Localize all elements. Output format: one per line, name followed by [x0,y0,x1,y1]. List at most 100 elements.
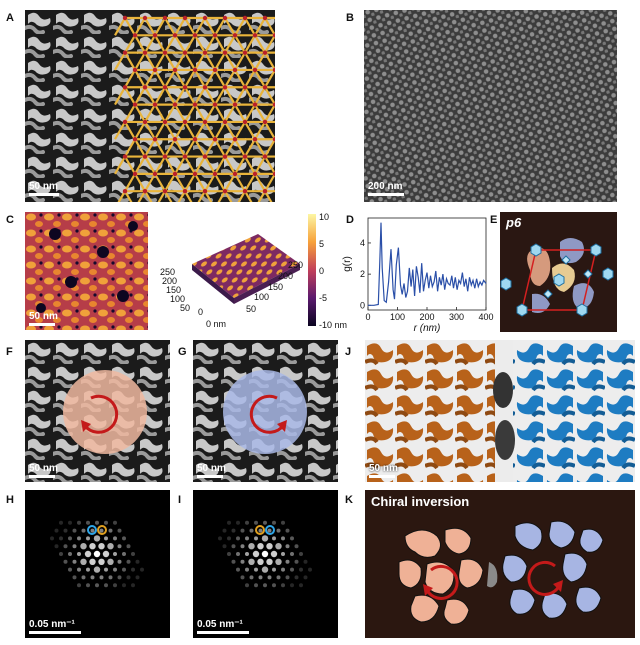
kagome-node [182,119,188,125]
kagome-node [202,189,208,194]
fft-spot [68,520,72,525]
fft-spot [245,552,249,556]
panel-b-sem-image: 200 nm [364,10,617,202]
x-tick-label: 200 [419,312,434,322]
kagome-node [252,67,258,73]
symmetry-group-title: p6 [506,215,522,230]
fft-spot [272,520,276,525]
kagome-node [122,15,128,21]
fft-spot [99,575,104,580]
fft-spot [261,535,269,542]
fft-spot [266,543,273,550]
fft-spot [81,528,86,533]
panel-i-fft-pattern: 0.05 nm⁻¹ [193,490,338,638]
fft-spot [275,543,282,550]
kagome-node [142,85,148,90]
kagome-node [202,50,208,55]
kagome-node [142,15,148,21]
panel-label-k: K [345,494,353,506]
panel-k-chiral-inversion-diagram: Chiral inversion [365,490,635,638]
fft-spot [236,552,240,556]
kagome-node [132,102,138,107]
kagome-node [122,154,128,159]
kagome-lines [114,16,275,202]
scalebar-h: 0.05 nm⁻¹ [29,619,81,634]
fft-spot [272,536,276,541]
surface-x-tick: 150 [268,282,283,292]
fft-spot [272,567,276,572]
kagome-node [132,67,138,73]
fft-spot [258,575,263,580]
fft-spot [285,528,290,533]
fft-spot [248,543,255,550]
highlight-circle [265,525,275,535]
panel-label-i: I [178,494,182,506]
fft-spot [63,559,68,564]
kagome-node [182,85,188,90]
panel-j-domain-boundary: 50 nm [365,340,635,482]
panel-label-b: B [346,12,354,24]
kagome-node [242,15,248,21]
kagome-node [232,67,238,73]
fft-spot [93,550,101,558]
kagome-node [152,33,158,38]
fft-spot [227,520,231,525]
kagome-node [152,67,158,73]
fft-spot [303,559,308,564]
y-tick-label: 4 [360,238,365,248]
scalebar-f: 50 nm [29,463,58,478]
x-tick-label: 300 [449,312,464,322]
colorbar-tick: 0 [319,266,324,276]
kagome-node [242,119,248,125]
panel-label-h: H [6,494,14,506]
kagome-node [232,137,238,142]
fft-spot [104,520,108,525]
kagome-node [212,102,218,107]
fft-spot [72,528,77,533]
kagome-node [232,102,238,107]
colorbar-tick: -10 nm [319,320,347,330]
fft-spot [117,559,122,564]
fft-spot [122,567,126,572]
kagome-node [182,15,188,21]
fft-spot [117,575,122,580]
y-axis-label: g(r) [342,256,353,272]
fft-spot [126,575,131,580]
fft-spot [122,583,126,588]
fft-spot [50,536,54,541]
fft-spot [113,536,117,541]
fft-spot [90,575,95,580]
fft-spot [257,558,264,565]
fft-spot [266,558,273,565]
kagome-node [262,189,268,194]
kagome-node [242,154,248,159]
fft-spot [294,559,299,564]
fft-spot [257,543,264,550]
fft-spot [261,566,269,573]
fft-spot [270,550,278,558]
fft-spot [275,558,282,565]
scalebar-b: 200 nm [368,181,404,196]
kagome-node [122,85,128,90]
panel-label-g: G [178,346,187,358]
kagome-node [142,119,148,125]
kagome-node [202,119,208,125]
fft-spot [227,536,231,541]
fft-spot [254,583,258,588]
fft-spot [93,535,101,542]
kagome-node [222,50,228,55]
panel-label-a: A [6,12,14,24]
fft-spot [294,575,299,580]
fft-spot [113,567,117,572]
kagome-node [132,171,138,177]
surface-x-tick: 100 [254,292,269,302]
surface-y-tick: 150 [166,285,181,295]
kagome-node [162,154,168,159]
kagome-node [232,171,238,177]
kagome-node [172,102,178,107]
kagome-node [162,15,168,21]
kagome-node [192,102,198,107]
fft-spot [113,552,117,556]
surface-y-tick: 0 [198,307,203,317]
kagome-node [262,119,268,125]
